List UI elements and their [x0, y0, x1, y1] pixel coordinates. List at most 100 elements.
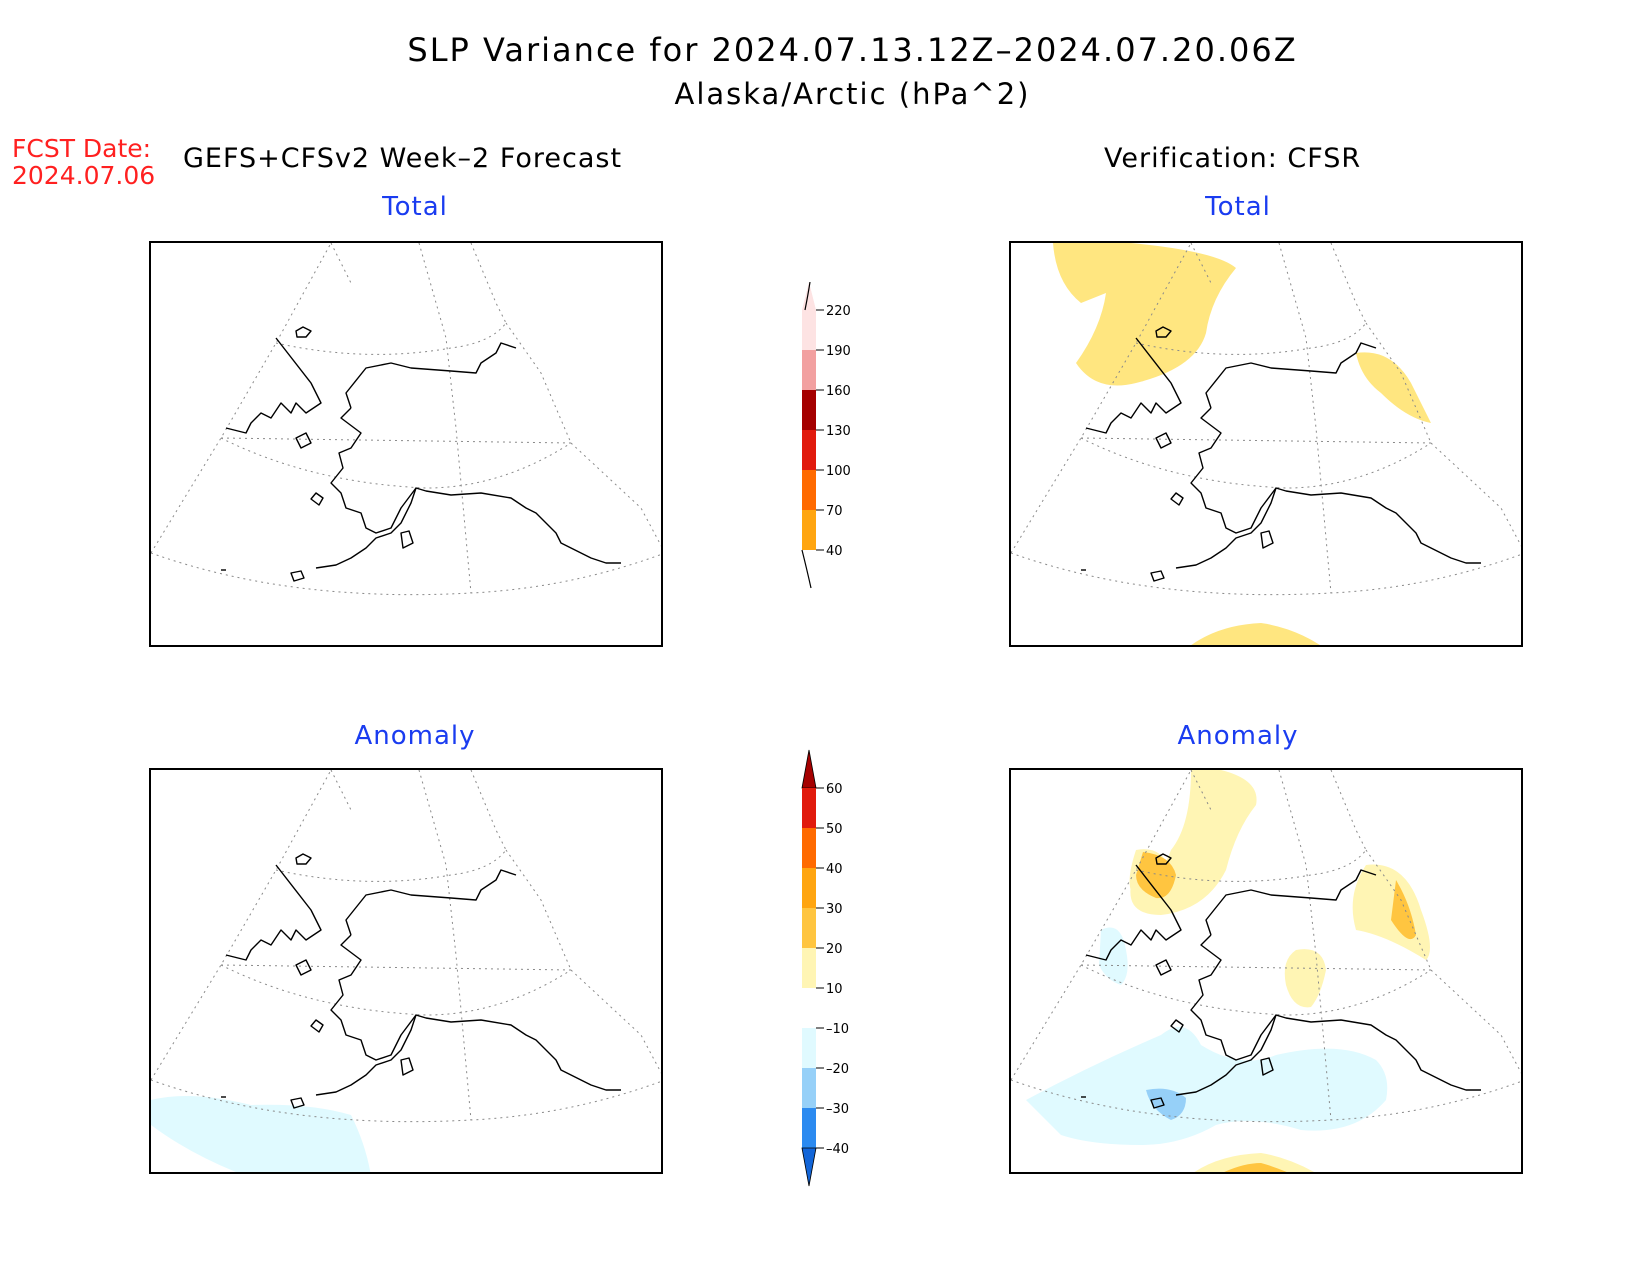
total-shade-north: [1053, 243, 1236, 386]
forecast-anomaly-map-svg: [151, 770, 661, 1172]
colorbar-box: [802, 868, 816, 908]
graticule-line: [1080, 964, 1432, 971]
coastline-segment: [1170, 492, 1184, 506]
colorbar-box: [802, 988, 816, 1028]
coastline-segment: [1150, 1097, 1165, 1109]
colorbar-bottom-arrow: [802, 550, 816, 588]
colorbar-top-line: [804, 281, 811, 311]
colorbar-top-arrow: [802, 282, 816, 310]
total-shade-east: [1356, 352, 1431, 423]
shading: [151, 1096, 371, 1172]
graticule-line: [151, 1079, 661, 1123]
colorbar-box: [802, 310, 816, 350]
forecast-total-map-svg: [151, 243, 661, 596]
anomaly-colorbar: –40 –30 –20 –10 10 20 30 40 50 60: [790, 748, 890, 1212]
coastline-segment: [1155, 853, 1172, 865]
graticule-line: [1011, 770, 1192, 1081]
colorbar-label: 40: [826, 862, 843, 877]
graticule-line: [470, 770, 507, 851]
coastline-segment: [1155, 326, 1172, 338]
colorbar-box: [802, 828, 816, 868]
graticule-line: [1365, 849, 1432, 971]
graticule-line: [418, 243, 472, 594]
graticule-line: [1330, 770, 1367, 851]
colorbar-box: [802, 788, 816, 828]
shading: [1026, 770, 1430, 1172]
coastline-segment: [290, 1097, 305, 1109]
coastline-segment: [1150, 570, 1165, 582]
anom-pos-east: [1352, 864, 1430, 960]
graticule-line: [151, 770, 332, 1081]
colorbar-label: 30: [826, 902, 843, 917]
verification-anomaly-map-svg: [1011, 770, 1521, 1172]
coastline-segment: [315, 487, 417, 569]
graticule-line: [1365, 322, 1432, 444]
graticule-line: [1135, 849, 1367, 882]
graticule-line: [1430, 442, 1521, 547]
forecast-total-map: [149, 241, 663, 647]
forecast-anomaly-title: Anomaly: [354, 721, 476, 751]
coastline-segment: [1085, 864, 1182, 961]
verification-total-title: Total: [1205, 192, 1271, 222]
colorbar-label: 60: [826, 782, 843, 797]
anom-pos-center: [1284, 949, 1326, 1008]
graticule-line: [570, 969, 661, 1074]
verification-total-map-svg: [1011, 243, 1521, 645]
coastline-segment: [225, 864, 322, 961]
graticule-line: [1135, 322, 1367, 355]
coastline-segment: [400, 530, 414, 549]
anom-pos-south: [1194, 1153, 1315, 1172]
coastline-segment: [225, 337, 322, 434]
coastline-segment: [290, 570, 305, 582]
graticule: [1011, 243, 1521, 596]
fcst-date-value: 2024.07.06: [12, 161, 156, 190]
graticule-line: [220, 964, 572, 971]
colorbar-bottom-arrow: [801, 1147, 817, 1187]
graticule-line: [1011, 1079, 1521, 1123]
anomaly-colorbar-svg: –40 –30 –20 –10 10 20 30 40 50 60: [801, 749, 849, 1187]
colorbar-label: 40: [826, 544, 843, 559]
graticule-line: [220, 437, 572, 444]
anom-neg-south: [1026, 1027, 1388, 1145]
coastline: [1081, 326, 1481, 582]
anom-shade-southwest: [151, 1096, 371, 1172]
coastline-segment: [1175, 487, 1277, 569]
coastline: [221, 853, 621, 1109]
anom-neg-west: [1099, 927, 1128, 985]
colorbar-box: [802, 470, 816, 510]
coastline-segment: [1170, 1019, 1184, 1033]
colorbar-label: 70: [826, 504, 843, 519]
coastline-segment: [295, 326, 312, 338]
shading: [1053, 243, 1431, 645]
colorbar-label: –40: [826, 1142, 849, 1157]
colorbar-label: 10: [826, 982, 843, 997]
colorbar-label: 100: [826, 464, 851, 479]
colorbar-bottom-line: [801, 549, 812, 589]
graticule-line: [470, 243, 507, 324]
colorbar-box: [802, 350, 816, 390]
chart-subtitle: Alaska/Arctic (hPa^2): [674, 77, 1031, 111]
total-shade-south: [1191, 623, 1320, 645]
graticule-line: [1080, 964, 1432, 1016]
graticule-line: [1430, 969, 1521, 1074]
colorbar-label: –20: [826, 1062, 849, 1077]
graticule-line: [1080, 437, 1432, 489]
graticule-line: [330, 243, 352, 284]
graticule-line: [275, 322, 507, 355]
graticule-line: [151, 552, 661, 596]
coastline-segment: [1260, 1057, 1274, 1076]
graticule-line: [275, 849, 507, 882]
forecast-total-title: Total: [382, 192, 448, 222]
colorbar-box: [802, 1028, 816, 1068]
graticule-line: [1278, 243, 1332, 594]
colorbar-label: 190: [826, 344, 851, 359]
graticule: [151, 770, 661, 1123]
chart-title: SLP Variance for 2024.07.13.12Z–2024.07.…: [407, 31, 1298, 69]
colorbar-label: –30: [826, 1102, 849, 1117]
coastline-segment: [295, 432, 312, 449]
colorbar-label: 220: [826, 304, 851, 319]
coastline-segment: [1155, 432, 1172, 449]
colorbar-label: 50: [826, 822, 843, 837]
coastline-segment: [1175, 1014, 1277, 1096]
verification-header: Verification: CFSR: [1104, 143, 1362, 174]
